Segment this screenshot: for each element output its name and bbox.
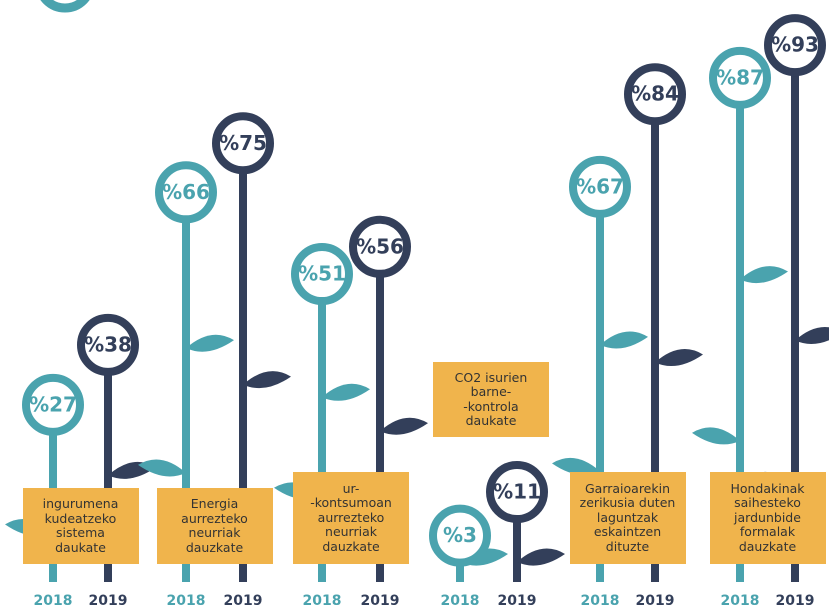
value-label: %75 xyxy=(219,131,267,155)
value-label: %11 xyxy=(493,480,541,504)
value-label: %27 xyxy=(29,392,77,416)
leaf xyxy=(692,427,740,445)
year-label: 2019 xyxy=(89,593,128,609)
leaf xyxy=(600,331,648,349)
flower-head xyxy=(155,161,217,224)
category-label: Garraioarekin zerikusia duten laguntzak … xyxy=(569,472,686,564)
value-label: %67 xyxy=(576,174,624,198)
flower-head xyxy=(291,243,353,306)
leaf xyxy=(380,417,428,435)
value-label: %56 xyxy=(356,234,404,258)
flower-head xyxy=(709,46,771,109)
year-label: 2019 xyxy=(776,593,815,609)
value-label: %51 xyxy=(298,262,346,286)
flower-head xyxy=(212,112,274,175)
year-label: 2019 xyxy=(498,593,537,609)
year-label: 2018 xyxy=(581,593,620,609)
leaf xyxy=(517,548,565,566)
stem xyxy=(182,192,190,583)
category-label: ur- -kontsumoan aurrezteko neurriak dauz… xyxy=(293,472,409,564)
leaf xyxy=(655,349,703,367)
leaf xyxy=(552,457,600,475)
value-label: %3 xyxy=(443,523,477,547)
year-label: 2018 xyxy=(167,593,206,609)
stem xyxy=(513,492,521,582)
flower-head xyxy=(569,155,631,218)
leaf xyxy=(795,326,829,344)
flower-head xyxy=(349,215,411,278)
stem xyxy=(791,45,799,582)
flower-head xyxy=(486,461,548,524)
year-label: 2019 xyxy=(636,593,675,609)
stem xyxy=(104,344,112,582)
category-label: Energia aurrezteko neurriak dauzkate xyxy=(156,488,273,564)
stem xyxy=(239,143,247,582)
year-label: 2018 xyxy=(441,593,480,609)
leaf xyxy=(322,383,370,401)
stem xyxy=(736,77,744,582)
year-label: 2018 xyxy=(721,593,760,609)
value-label: %93 xyxy=(771,33,819,57)
year-label: 2018 xyxy=(303,593,342,609)
value-label: %84 xyxy=(631,82,679,106)
value-label: %87 xyxy=(716,65,764,89)
leaf xyxy=(243,371,291,389)
leaf xyxy=(138,459,186,477)
year-label: 2019 xyxy=(361,593,400,609)
flower-head xyxy=(429,504,491,567)
flower-head xyxy=(764,14,826,77)
flower-head xyxy=(624,63,686,126)
leaf xyxy=(186,334,234,352)
flower-head xyxy=(22,373,84,436)
flower-head xyxy=(77,313,139,376)
stem xyxy=(318,274,326,582)
year-label: 2018 xyxy=(34,593,73,609)
category-label: ingurumena kudeatzeko sistema daukate xyxy=(22,488,139,564)
stem xyxy=(376,246,384,583)
stem xyxy=(596,186,604,582)
category-label: CO2 isurien barne- -kontrola daukate xyxy=(433,362,549,437)
decor-circle xyxy=(40,0,90,13)
leaf xyxy=(740,266,788,284)
year-label: 2019 xyxy=(224,593,263,609)
stem xyxy=(651,94,659,582)
category-label: Hondakinak saihesteko jardunbide formala… xyxy=(709,472,826,564)
value-label: %66 xyxy=(162,180,210,204)
value-label: %38 xyxy=(84,332,132,356)
